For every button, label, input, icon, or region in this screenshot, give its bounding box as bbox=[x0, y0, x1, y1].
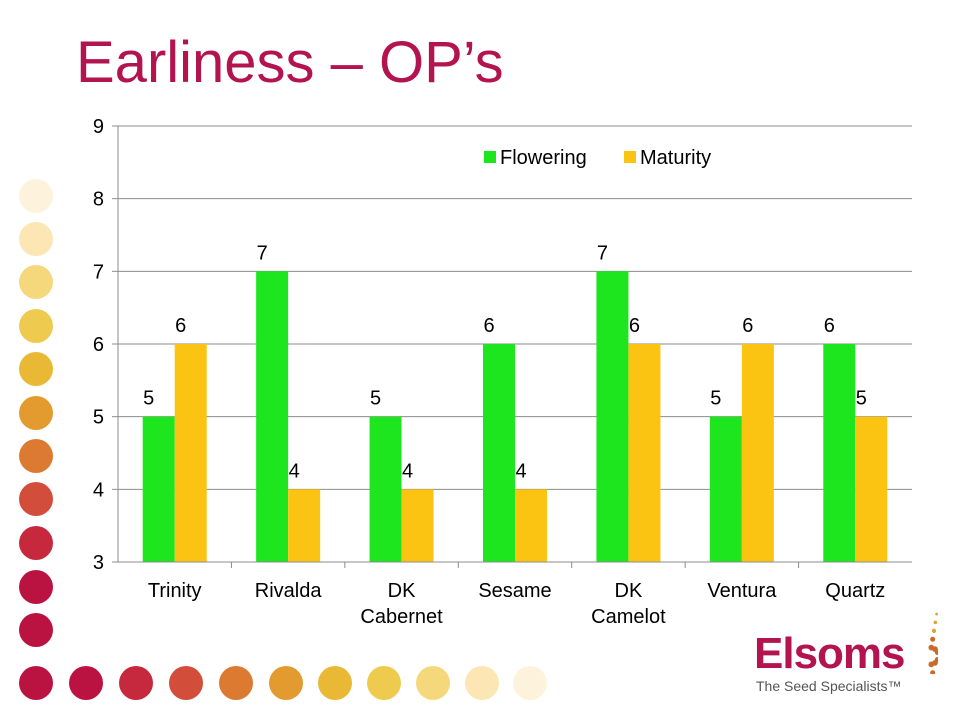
decor-dot bbox=[19, 265, 53, 299]
bar-maturity bbox=[628, 344, 661, 562]
x-tick-label: Ventura bbox=[707, 580, 777, 602]
logo-dot bbox=[933, 620, 938, 625]
logo-dot bbox=[930, 636, 936, 642]
logo-dot bbox=[934, 649, 938, 655]
bar-maturity bbox=[288, 489, 321, 562]
legend-label: Flowering bbox=[500, 147, 587, 169]
data-label: 5 bbox=[143, 388, 154, 410]
data-label: 5 bbox=[710, 388, 721, 410]
data-label: 6 bbox=[824, 315, 835, 337]
bar-maturity bbox=[741, 344, 774, 562]
logo-dot bbox=[935, 612, 938, 616]
legend-swatch bbox=[624, 151, 636, 163]
decor-dot bbox=[19, 666, 53, 700]
data-label: 4 bbox=[289, 460, 300, 482]
logo-dot bbox=[931, 628, 937, 633]
bar-maturity bbox=[174, 344, 207, 562]
bar-maturity bbox=[515, 489, 547, 562]
slide-title: Earliness – OP’s bbox=[76, 30, 504, 95]
logo-tagline: The Seed Specialists™ bbox=[756, 678, 902, 694]
decor-dot bbox=[69, 666, 103, 700]
decor-dot bbox=[19, 526, 53, 560]
y-tick-label: 3 bbox=[93, 552, 104, 574]
bar-maturity bbox=[401, 489, 434, 562]
y-tick-label: 6 bbox=[93, 334, 104, 356]
data-label: 6 bbox=[175, 315, 186, 337]
x-tick-label: DK Camelot bbox=[591, 580, 666, 628]
elsoms-logo: Elsoms The Seed Specialists™ bbox=[752, 604, 942, 700]
bar-flowering bbox=[369, 416, 402, 562]
bar-flowering bbox=[823, 344, 856, 562]
bars bbox=[142, 271, 888, 562]
decor-dot bbox=[19, 613, 53, 647]
decor-dot bbox=[219, 666, 253, 700]
data-label: 7 bbox=[597, 242, 608, 264]
decor-dot bbox=[367, 666, 401, 700]
data-label: 6 bbox=[483, 315, 494, 337]
x-tick-label: Quartz bbox=[825, 580, 885, 602]
decor-dot bbox=[119, 666, 153, 700]
bar-flowering bbox=[596, 271, 629, 562]
decor-dot bbox=[269, 666, 303, 700]
decor-dot bbox=[19, 439, 53, 473]
data-label: 4 bbox=[515, 460, 526, 482]
legend-label: Maturity bbox=[640, 147, 711, 169]
x-tick-label: Sesame bbox=[478, 580, 551, 602]
logo-dot bbox=[930, 670, 936, 674]
x-tick-label: Rivalda bbox=[255, 580, 323, 602]
bar-flowering bbox=[483, 344, 515, 562]
decor-dot bbox=[19, 222, 53, 256]
y-tick-label: 4 bbox=[93, 479, 104, 501]
data-label: 5 bbox=[370, 388, 381, 410]
logo-wordmark: Elsoms bbox=[754, 629, 906, 678]
decor-dot bbox=[19, 309, 53, 343]
x-tick-label: Trinity bbox=[148, 580, 202, 602]
logo-burst-icon bbox=[928, 612, 938, 674]
decor-dot bbox=[465, 666, 499, 700]
bar-maturity bbox=[855, 416, 888, 562]
bar-flowering bbox=[142, 416, 175, 562]
data-label: 5 bbox=[856, 388, 867, 410]
decor-dot bbox=[416, 666, 450, 700]
decor-dot bbox=[318, 666, 352, 700]
y-tick-label: 5 bbox=[93, 407, 104, 429]
decor-dot bbox=[513, 666, 547, 700]
logo-dot bbox=[928, 661, 935, 668]
data-label: 6 bbox=[742, 315, 753, 337]
bar-flowering bbox=[256, 271, 289, 562]
decor-dot bbox=[19, 179, 53, 213]
chart-legend: Flowering Maturity bbox=[484, 147, 711, 169]
decor-dot bbox=[19, 482, 53, 516]
decor-dot bbox=[19, 396, 53, 430]
data-label: 7 bbox=[257, 242, 268, 264]
decor-dot bbox=[169, 666, 203, 700]
data-label: 4 bbox=[402, 460, 413, 482]
bar-flowering bbox=[709, 416, 742, 562]
y-tick-label: 8 bbox=[93, 189, 104, 211]
y-tick-label: 7 bbox=[93, 261, 104, 283]
data-label: 6 bbox=[629, 315, 640, 337]
decor-dot bbox=[19, 352, 53, 386]
y-tick-label: 9 bbox=[93, 116, 104, 138]
decor-dot bbox=[19, 570, 53, 604]
data-labels: 5 6 7 4 5 4 6 4 7 6 5 6 6 5 bbox=[143, 242, 867, 482]
legend-swatch bbox=[484, 151, 496, 163]
x-tick-label: DK Cabernet bbox=[360, 580, 443, 628]
axes: 3 4 5 6 7 8 9 Trinity Rivalda DK Cabernet Sesame DK C… bbox=[93, 116, 912, 628]
